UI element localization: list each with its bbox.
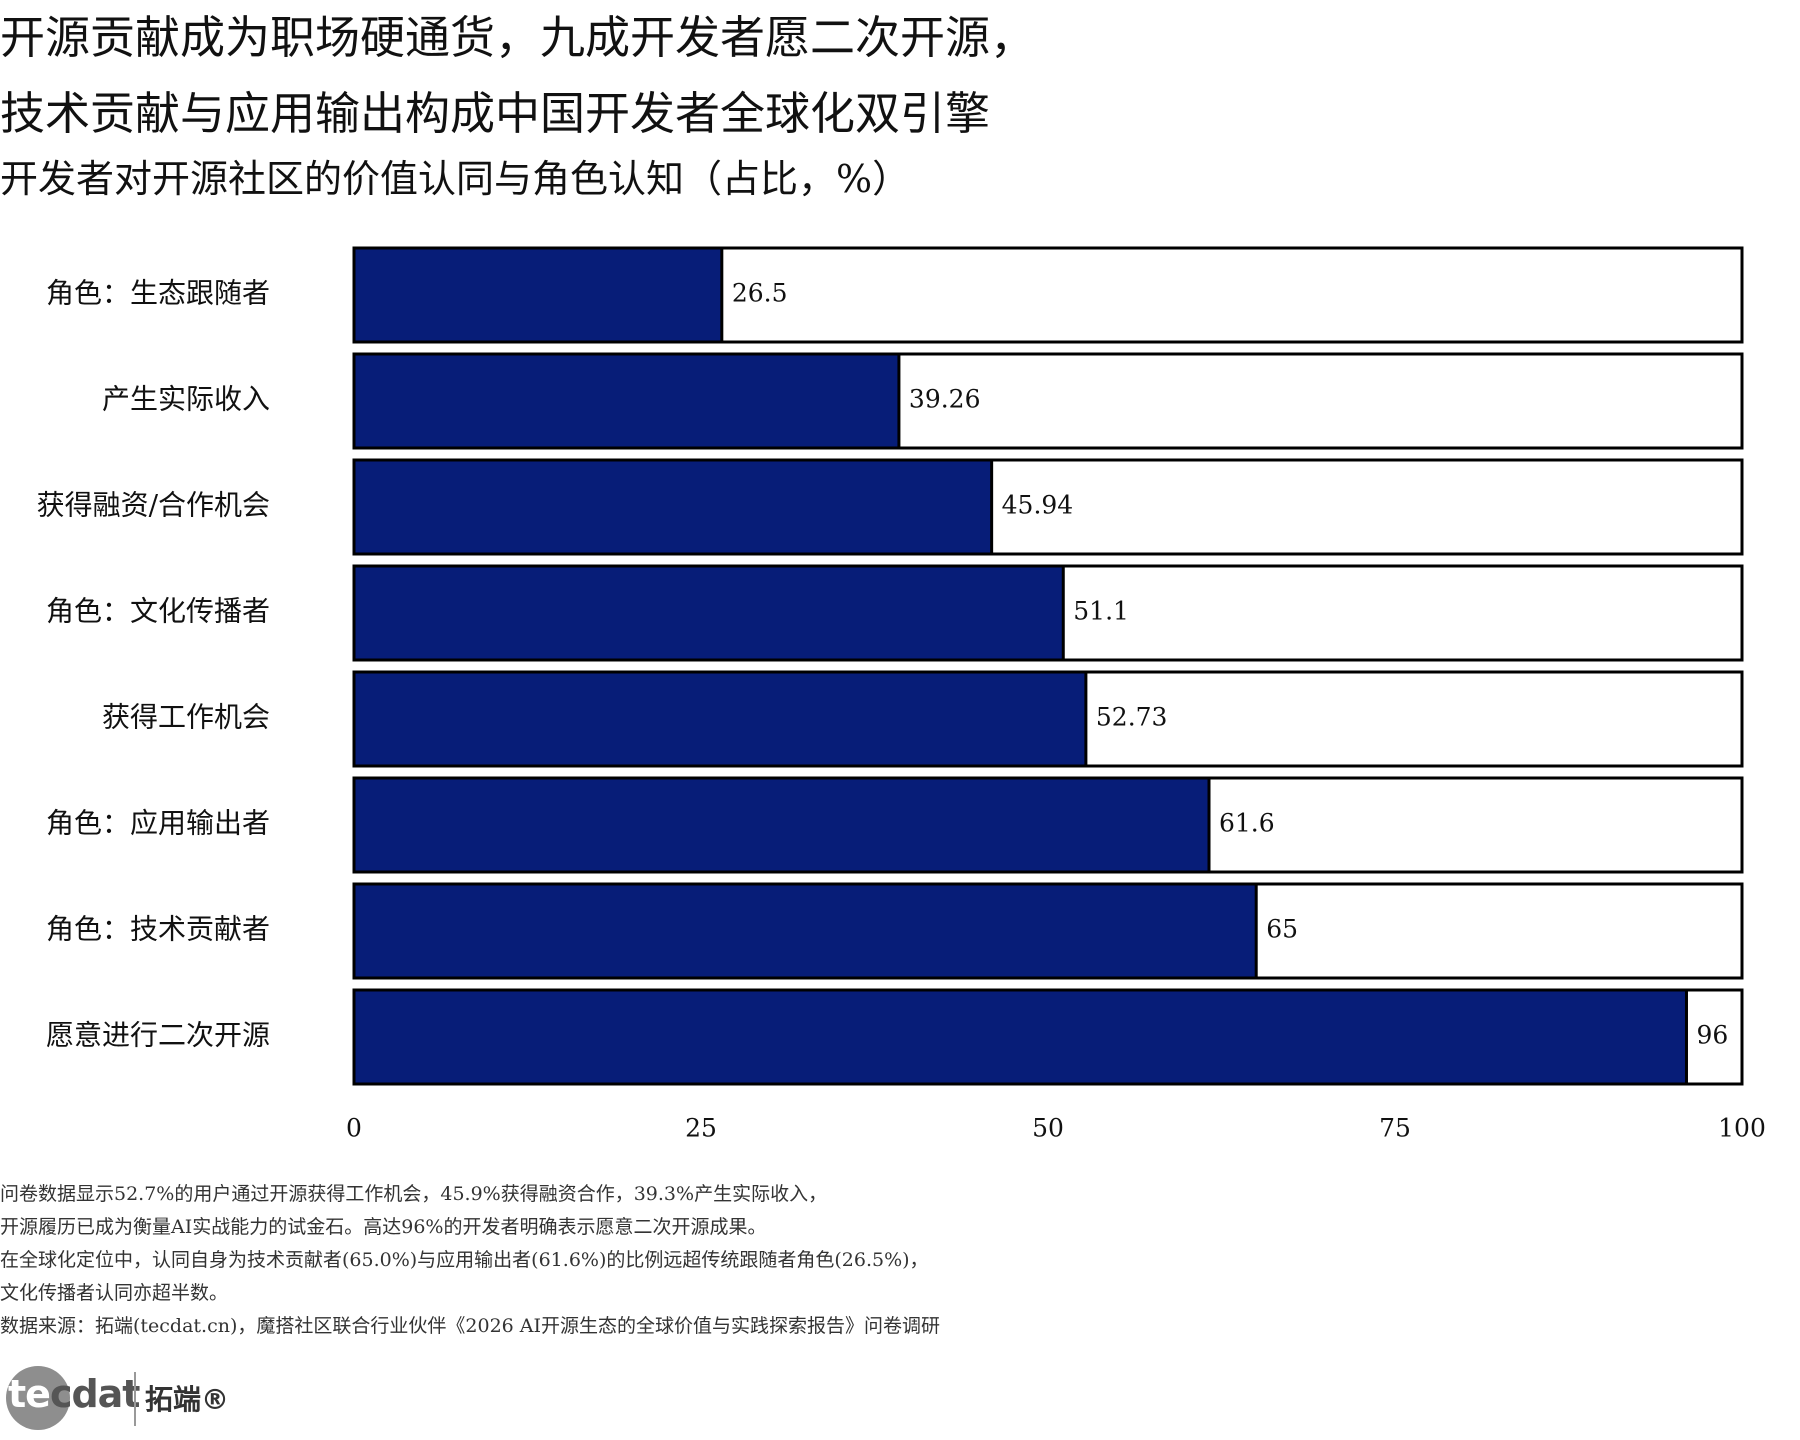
tecdat-logo: tecdat 拓端®	[0, 1362, 260, 1432]
category-label: 获得融资/合作机会	[37, 489, 270, 522]
category-label: 产生实际收入	[102, 383, 270, 416]
note-line: 在全球化定位中，认同自身为技术贡献者(65.0%)与应用输出者(61.6%)的比…	[0, 1249, 929, 1271]
logo-divider	[134, 1372, 136, 1426]
note-line: 问卷数据显示52.7%的用户通过开源获得工作机会，45.9%获得融资合作，39.…	[0, 1183, 828, 1205]
chart-title-line-2: 技术贡献与应用输出构成中国开发者全球化双引擎	[0, 87, 991, 140]
x-tick-label: 0	[346, 1114, 362, 1141]
data-label: 96	[1696, 1021, 1728, 1050]
bar	[352, 458, 994, 556]
data-label: 52.73	[1096, 703, 1168, 732]
bar	[352, 776, 1211, 874]
data-label: 26.5	[732, 279, 788, 308]
note-line: 文化传播者认同亦超半数。	[0, 1282, 229, 1304]
data-label: 39.26	[909, 385, 981, 414]
bar-chart: 角色：生态跟随者 26.5 产生实际收入 39.26 获得融资/合作机会 45.94 角色：…	[37, 246, 1766, 1141]
data-label: 51.1	[1073, 597, 1129, 626]
bar	[352, 988, 1688, 1086]
chart-title-line-1: 开源贡献成为职场硬通货，九成开发者愿二次开源，	[0, 11, 1036, 64]
chart-subtitle: 开发者对开源社区的价值认同与角色认知（占比，%）	[0, 157, 911, 201]
bar	[352, 352, 901, 450]
category-label: 角色：生态跟随者	[46, 277, 270, 310]
bar	[352, 882, 1258, 980]
x-tick-label: 75	[1379, 1114, 1411, 1141]
x-tick-label: 25	[685, 1114, 717, 1141]
bar	[352, 246, 724, 344]
logo-cn-text: 拓端®	[145, 1383, 230, 1416]
notes-block: 问卷数据显示52.7%的用户通过开源获得工作机会，45.9%获得融资合作，39.…	[0, 1178, 940, 1343]
source-line: 数据来源：拓端(tecdat.cn)，魔搭社区联合行业伙伴《2026 AI开源生…	[0, 1315, 941, 1337]
logo-mark	[6, 1366, 70, 1430]
data-label: 61.6	[1219, 809, 1275, 838]
category-label: 角色：文化传播者	[46, 595, 270, 628]
x-tick-label: 100	[1718, 1114, 1766, 1141]
note-line: 开源履历已成为衡量AI实战能力的试金石。高达96%的开发者明确表示愿意二次开源成…	[0, 1216, 767, 1238]
data-label: 45.94	[1002, 491, 1074, 520]
category-label: 获得工作机会	[102, 701, 270, 734]
bar	[352, 564, 1065, 662]
category-label: 角色：技术贡献者	[46, 913, 270, 946]
category-label: 角色：应用输出者	[46, 807, 270, 840]
x-tick-label: 50	[1032, 1114, 1064, 1141]
category-label: 愿意进行二次开源	[46, 1019, 270, 1052]
data-label: 65	[1266, 915, 1298, 944]
logo-wordmark: tecdat	[8, 1372, 140, 1416]
bar	[352, 670, 1088, 768]
